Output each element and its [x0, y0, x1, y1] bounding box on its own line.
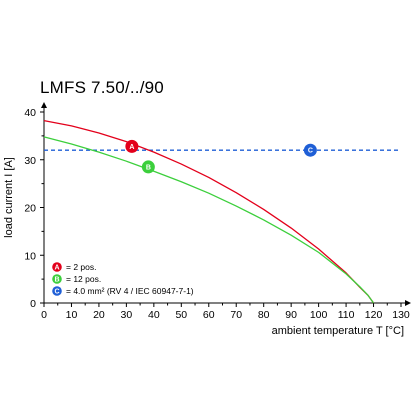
x-tick-label: 110 — [338, 309, 355, 321]
x-tick-label: 30 — [121, 309, 133, 321]
chart-title: LMFS 7.50/../90 — [40, 78, 164, 97]
x-tick-label: 0 — [41, 309, 47, 321]
markers: A B C — [125, 139, 317, 174]
legend-marker-label-b: B — [54, 276, 59, 283]
legend: A = 2 pos. B = 12 pos. C = 4.0 mm² (RV 4 / IE… — [52, 262, 194, 296]
marker-c — [303, 143, 317, 157]
x-axis-label: ambient temperature T [°C] — [272, 325, 404, 337]
y-tick-label: 40 — [24, 107, 36, 119]
x-tick-label: 130 — [392, 309, 410, 321]
y-tick-label: 20 — [24, 203, 36, 215]
marker-label-a: A — [129, 144, 134, 151]
series-line-b — [43, 136, 375, 304]
legend-entry-a: = 2 pos. — [66, 262, 96, 272]
marker-label-b: B — [146, 164, 151, 171]
x-tick-label: 40 — [148, 309, 160, 321]
axis-labels: ambient temperature T [°C] load current I… — [3, 157, 404, 337]
legend-entry-c: = 4.0 mm² (RV 4 / IEC 60947-7-1) — [66, 286, 194, 296]
marker-label-c: C — [308, 148, 313, 155]
legend-marker-label-c: C — [54, 288, 59, 295]
x-tick-label: 90 — [285, 309, 297, 321]
x-tick-label: 70 — [230, 309, 242, 321]
marker-b — [141, 160, 155, 174]
ticks: 0 10 20 30 40 50 60 70 80 90 100 110 120 130 0 10 20 30 40 — [24, 107, 410, 321]
x-tick-label: 80 — [258, 309, 270, 321]
y-axis-label: load current I [A] — [3, 157, 15, 238]
x-tick-label: 10 — [66, 309, 78, 321]
x-axis-arrow — [405, 300, 411, 306]
y-tick-label: 30 — [24, 155, 36, 167]
legend-entry-b: = 12 pos. — [66, 274, 101, 284]
x-tick-label: 50 — [175, 309, 187, 321]
y-tick-label: 10 — [24, 250, 36, 262]
y-tick-label: 0 — [30, 298, 36, 310]
y-axis-arrow — [41, 102, 47, 108]
x-tick-label: 100 — [310, 309, 328, 321]
x-tick-label: 120 — [365, 309, 383, 321]
series — [43, 119, 401, 304]
x-tick-label: 20 — [93, 309, 105, 321]
legend-marker-label-a: A — [54, 264, 59, 271]
legend-marker-b — [52, 274, 62, 284]
legend-marker-a — [52, 262, 62, 272]
marker-a — [125, 139, 139, 153]
legend-marker-c — [52, 286, 62, 296]
x-tick-label: 60 — [203, 309, 215, 321]
